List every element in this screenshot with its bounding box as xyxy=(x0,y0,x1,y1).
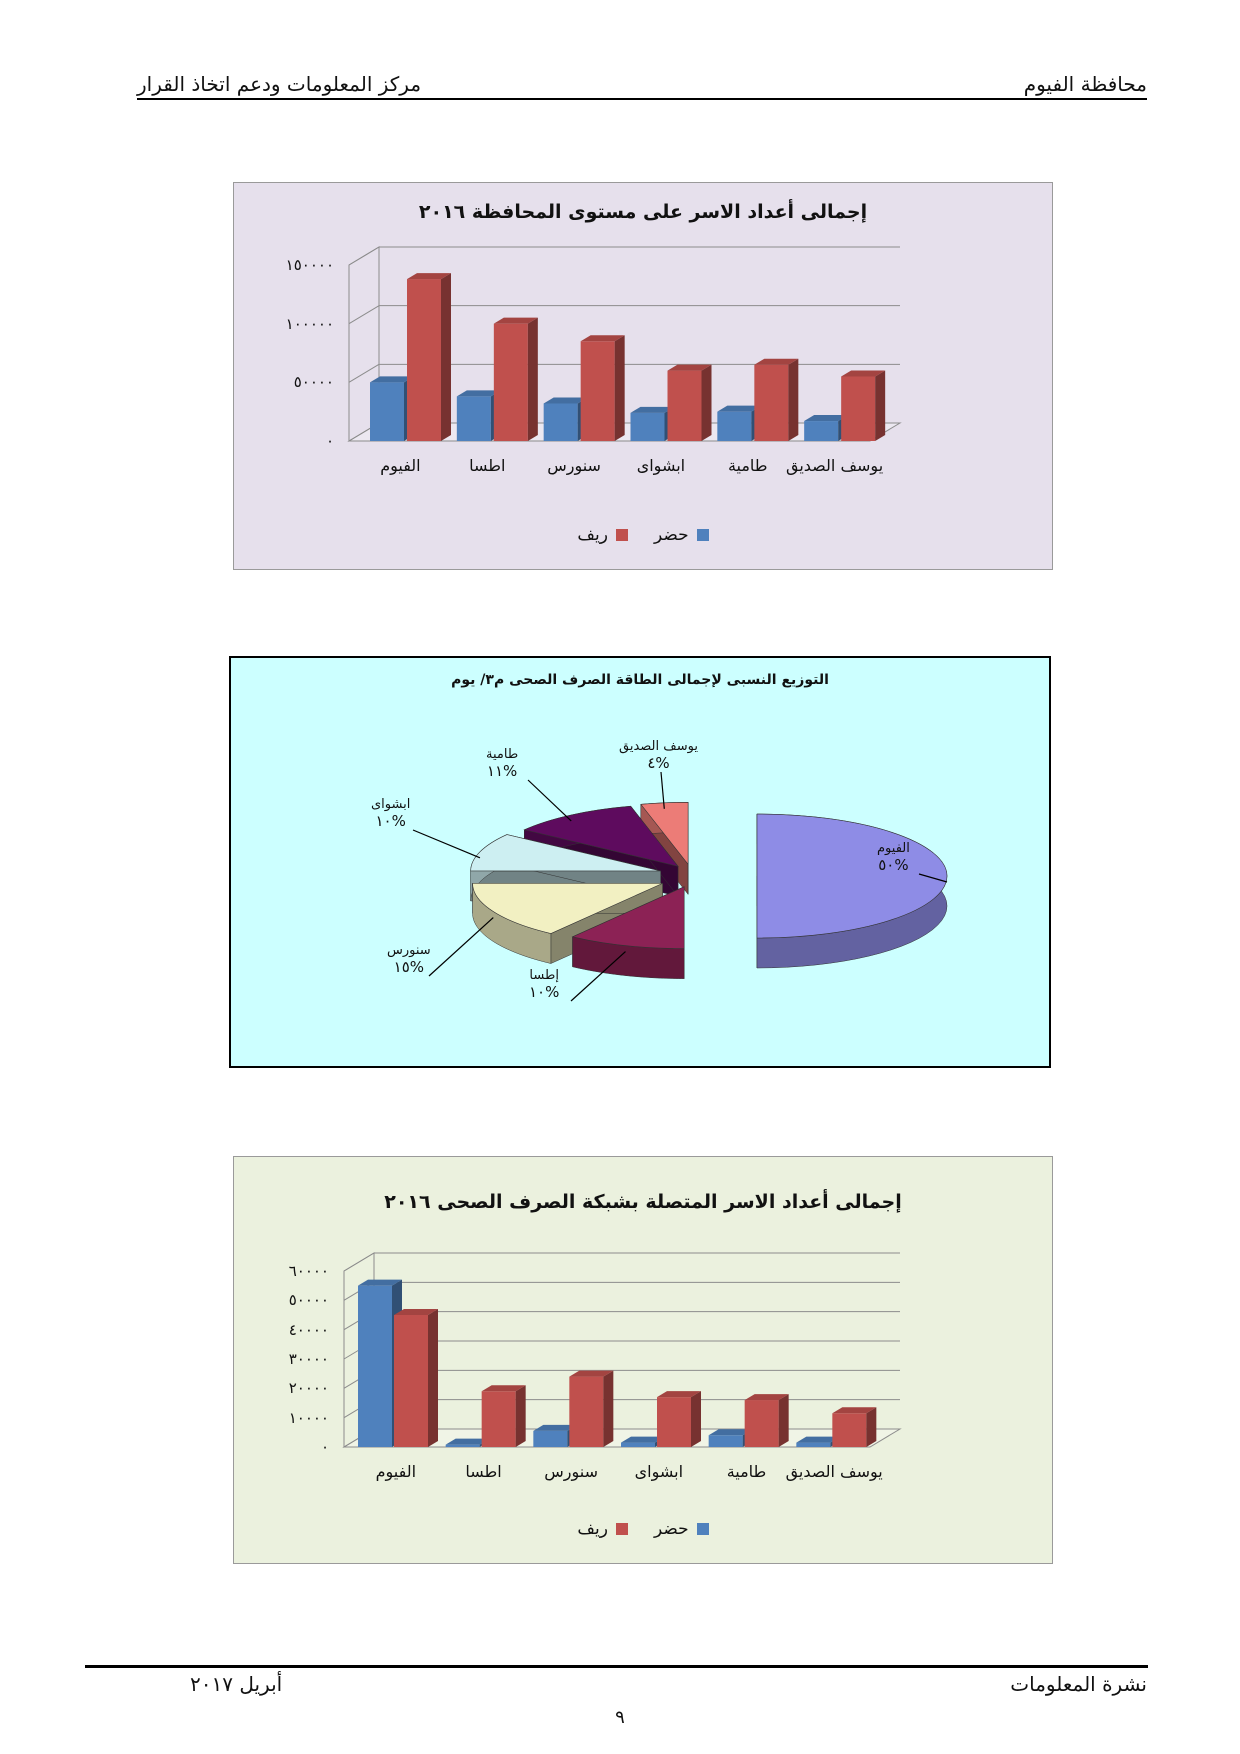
legend-label-rural: ريف xyxy=(577,1519,608,1539)
pie-label: طامية %١١ xyxy=(486,746,518,780)
chart-total-households-legend: حضر ريف xyxy=(234,525,1052,545)
header-governorate: محافظة الفيوم xyxy=(1023,72,1147,96)
pie-leader-line xyxy=(527,779,572,822)
bar-urban-2 xyxy=(543,397,588,441)
y-tick-label: ٣٠٠٠٠ xyxy=(288,1350,329,1368)
x-tick-label: الفيوم xyxy=(380,456,421,475)
legend-item-urban: حضر xyxy=(654,525,709,545)
y-tick-label: ٥٠٠٠٠ xyxy=(288,1291,329,1310)
page-number: ٩ xyxy=(615,1707,625,1728)
bar-rural-5 xyxy=(841,370,886,441)
bar-rural-1 xyxy=(481,1385,526,1447)
pie-leader-line xyxy=(412,829,481,859)
bar-rural-5 xyxy=(832,1407,877,1447)
bar-rural-4 xyxy=(744,1394,789,1447)
legend-swatch-rural xyxy=(615,1523,628,1535)
pie-label: إطسا %١٠ xyxy=(529,967,559,1001)
x-tick-label: يوسف الصديق xyxy=(785,1462,883,1481)
chart-connected-households: إجمالى أعداد الاسر المتصلة بشبكة الصرف ا… xyxy=(233,1156,1053,1564)
chart-sewage-capacity-share: التوزيع النسبى لإجمالى الطاقة الصرف الصح… xyxy=(229,656,1051,1068)
chart-connected-households-legend: حضر ريف xyxy=(234,1519,1052,1539)
pie-leader-line xyxy=(570,951,626,1002)
x-tick-label: طامية xyxy=(727,456,768,475)
legend-item-urban: حضر xyxy=(654,1519,709,1539)
pie-leader-line xyxy=(660,771,665,809)
y-tick-label: ٠ xyxy=(320,1438,329,1456)
x-tick-label: الفيوم xyxy=(375,1462,417,1481)
y-tick-label: ٢٠٠٠٠ xyxy=(288,1379,329,1398)
bar-rural-2 xyxy=(580,335,625,441)
gridline-depth xyxy=(348,246,380,266)
x-tick-label: اطسا xyxy=(469,456,506,475)
bar-rural-0 xyxy=(407,273,451,441)
pie-label: الفيوم %٥٠ xyxy=(877,840,910,874)
bar-rural-3 xyxy=(657,1391,701,1447)
legend-item-rural: ريف xyxy=(577,1519,628,1539)
pie-slice-1 xyxy=(571,886,685,979)
gridline-depth xyxy=(348,363,380,383)
chart-total-households-title: إجمالى أعداد الاسر على مستوى المحافظة ٢٠… xyxy=(418,201,868,223)
x-tick-label: اطسا xyxy=(465,1462,502,1481)
gridline-depth xyxy=(343,1252,375,1272)
chart-sewage-capacity-title: التوزيع النسبى لإجمالى الطاقة الصرف الصح… xyxy=(451,672,829,688)
legend-swatch-rural xyxy=(615,529,628,541)
bar-rural-0 xyxy=(394,1309,438,1447)
y-tick-label: ٥٠٠٠٠ xyxy=(293,373,334,392)
y-tick-label: ١٥٠٠٠٠ xyxy=(285,256,334,274)
chart-connected-households-plot xyxy=(342,1252,902,1448)
bar-rural-3 xyxy=(667,364,712,441)
pie-label: يوسف الصديق %٤ xyxy=(619,738,698,772)
pie-label-percent: %٥٠ xyxy=(878,856,909,874)
pie-label-percent: %١٥ xyxy=(393,958,425,976)
pie-leader-line xyxy=(918,873,948,883)
pie-label-percent: %١١ xyxy=(486,762,518,780)
pie-label-name: الفيوم xyxy=(877,841,910,856)
legend-swatch-urban xyxy=(696,1523,709,1535)
x-tick-label: طامية xyxy=(726,1462,767,1481)
legend-label-urban: حضر xyxy=(653,1519,689,1539)
bar-rural-1 xyxy=(493,317,538,441)
pie-label-name: طامية xyxy=(486,747,519,762)
y-tick-label: ٤٠٠٠٠ xyxy=(288,1320,329,1339)
legend-swatch-urban xyxy=(696,529,709,541)
pie-label-percent: %٤ xyxy=(647,754,670,772)
pie-label-percent: %١٠ xyxy=(375,812,406,830)
legend-item-rural: ريف xyxy=(577,525,628,545)
y-tick-label: ٦٠٠٠٠ xyxy=(288,1262,329,1280)
legend-label-urban: حضر xyxy=(653,525,689,545)
y-tick-label: ١٠٠٠٠ xyxy=(288,1408,329,1427)
pie-label-name: سنورس xyxy=(387,943,431,958)
header-center-name: مركز المعلومات ودعم اتخاذ القرار xyxy=(137,72,422,96)
y-tick-label: ٠ xyxy=(325,432,334,450)
gridline-depth xyxy=(348,305,380,325)
pie-label-name: إطسا xyxy=(529,968,559,983)
chart-total-households-plot xyxy=(347,246,902,442)
pie-slice-0 xyxy=(756,813,948,969)
bar-rural-4 xyxy=(754,358,799,441)
x-tick-label: سنورس xyxy=(544,1462,599,1481)
chart-connected-households-title: إجمالى أعداد الاسر المتصلة بشبكة الصرف ا… xyxy=(384,1191,902,1213)
pie-label-name: ابشواى xyxy=(371,797,411,812)
footer-date: أبريل ٢٠١٧ xyxy=(190,1672,283,1696)
legend-label-rural: ريف xyxy=(577,525,608,545)
pie-label-percent: %١٠ xyxy=(529,983,560,1001)
header-divider xyxy=(137,98,1147,100)
pie-label: ابشواى %١٠ xyxy=(371,796,410,830)
chart-total-households: إجمالى أعداد الاسر على مستوى المحافظة ٢٠… xyxy=(233,182,1053,570)
footer-divider xyxy=(85,1665,1148,1668)
pie-label-name: يوسف الصديق xyxy=(619,739,698,754)
y-tick-label: ١٠٠٠٠٠ xyxy=(285,314,334,333)
pie-label: سنورس %١٥ xyxy=(387,942,431,976)
chart-sewage-capacity-plot xyxy=(412,771,948,1002)
pie-leader-line xyxy=(428,917,494,977)
x-tick-label: ابشواى xyxy=(634,1462,684,1481)
bar-rural-2 xyxy=(569,1370,614,1447)
x-tick-label: سنورس xyxy=(547,456,601,475)
footer-bulletin-name: نشرة المعلومات xyxy=(1010,1672,1147,1696)
x-tick-label: ابشواى xyxy=(636,456,686,475)
x-tick-label: يوسف الصديق xyxy=(785,456,884,475)
